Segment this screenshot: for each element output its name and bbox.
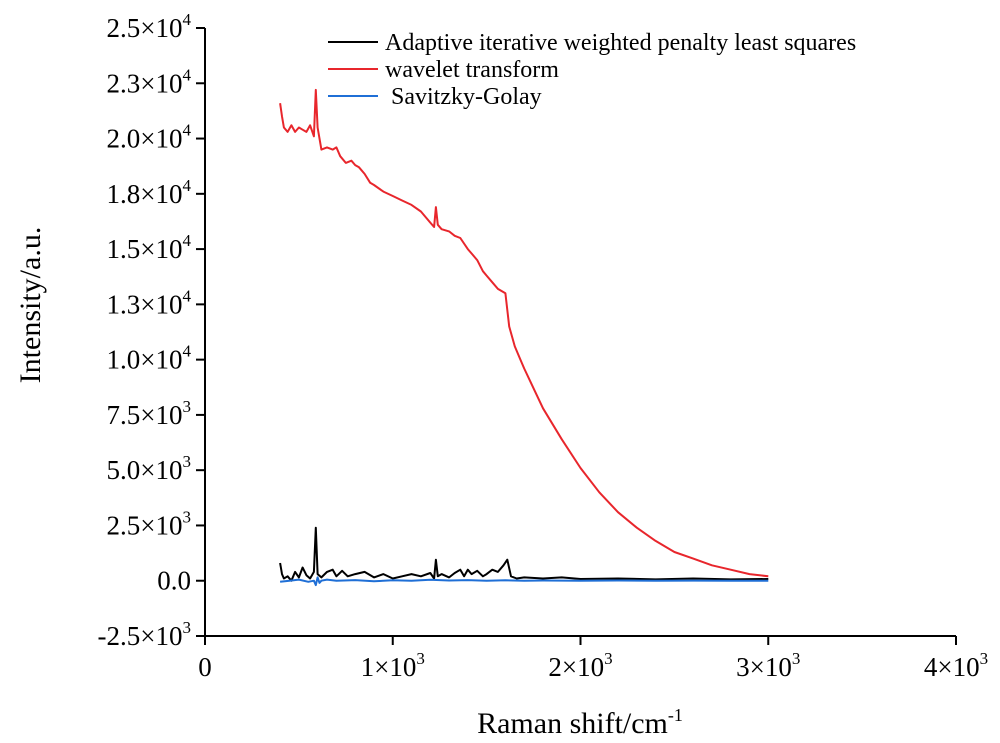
axes-layer: -2.5×103 0.0 2.5×103 5.0×103 7.5×103 1.0×104 1… bbox=[98, 10, 989, 682]
x-tick-label: 3×103 bbox=[736, 649, 800, 682]
y-tick-label: 0.0 bbox=[157, 566, 191, 596]
series-line-2 bbox=[279, 576, 769, 587]
x-axis-label: Raman shift/cm-1 bbox=[477, 705, 683, 740]
legend: Adaptive iterative weighted penalty leas… bbox=[328, 30, 856, 110]
y-axis-label: Intensity/a.u. bbox=[14, 227, 47, 384]
x-axis-label-superscript: -1 bbox=[668, 705, 683, 725]
y-tick-label: -2.5×103 bbox=[98, 618, 191, 651]
series-line-0 bbox=[279, 526, 769, 582]
x-tick-label: 1×103 bbox=[361, 649, 425, 682]
y-tick-label: 5.0×103 bbox=[107, 452, 191, 485]
y-tick-label: 1.8×104 bbox=[107, 176, 192, 209]
series-line-1 bbox=[279, 88, 769, 578]
y-tick-label: 2.5×104 bbox=[107, 10, 192, 43]
y-tick-label: 1.0×104 bbox=[107, 342, 192, 375]
y-tick-label: 1.5×104 bbox=[107, 231, 192, 264]
x-tick-label: 2×103 bbox=[548, 649, 612, 682]
x-tick-label: 0 bbox=[198, 652, 212, 682]
y-tick-label: 2.0×104 bbox=[107, 121, 192, 154]
y-tick-label: 2.3×104 bbox=[107, 65, 192, 98]
y-tick-label: 2.5×103 bbox=[107, 507, 191, 540]
x-tick-label: 4×103 bbox=[924, 649, 988, 682]
legend-label: Savitzky-Golay bbox=[385, 84, 542, 110]
legend-label: Adaptive iterative weighted penalty leas… bbox=[385, 30, 856, 56]
series-layer bbox=[279, 88, 769, 587]
y-tick-label: 1.3×104 bbox=[107, 286, 192, 319]
y-tick-label: 7.5×103 bbox=[107, 397, 191, 430]
legend-label: wavelet transform bbox=[385, 57, 559, 83]
